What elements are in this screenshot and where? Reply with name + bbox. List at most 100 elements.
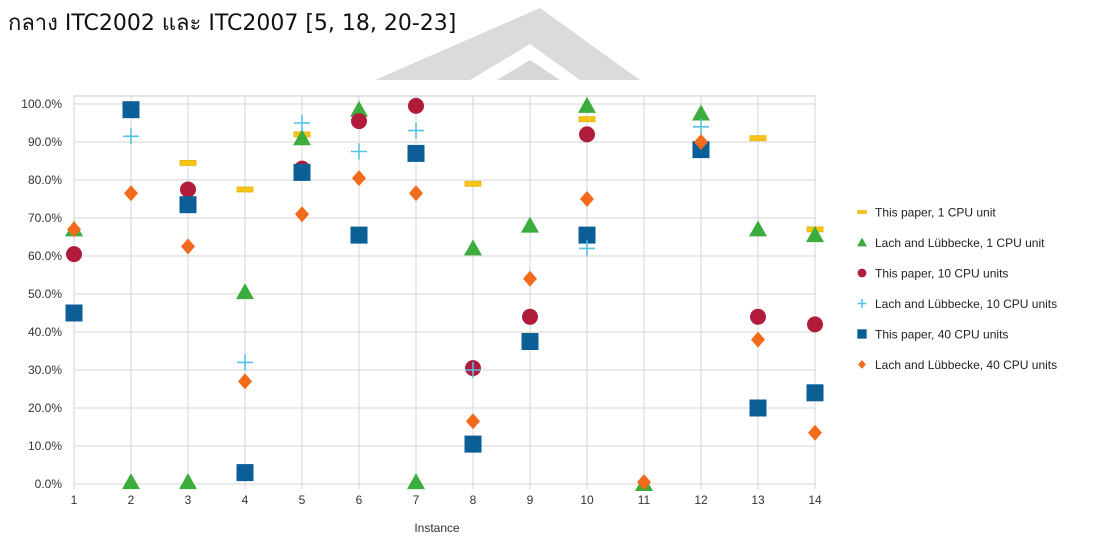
legend-swatch-circle xyxy=(857,268,867,278)
legend-label: This paper, 40 CPU units xyxy=(875,328,1008,342)
x-tick-label: 2 xyxy=(128,493,135,507)
y-tick-label: 80.0% xyxy=(28,173,62,187)
data-point-dash xyxy=(464,180,482,187)
data-point-plus xyxy=(579,240,595,257)
data-point-dash xyxy=(749,135,767,142)
data-points xyxy=(65,96,824,491)
data-point-plus xyxy=(408,122,424,139)
legend-swatch-square xyxy=(857,329,867,339)
legend-swatch-dash xyxy=(857,210,867,214)
x-tick-label: 8 xyxy=(470,493,477,507)
legend-swatch-triangle xyxy=(857,237,867,247)
data-point-square xyxy=(350,226,368,244)
data-point-triangle xyxy=(293,129,311,146)
x-tick-label: 12 xyxy=(694,493,708,507)
data-point-triangle xyxy=(806,226,824,243)
data-point-diamond xyxy=(637,474,651,491)
y-tick-label: 50.0% xyxy=(28,287,62,301)
legend-swatch-diamond xyxy=(858,360,866,369)
data-point-circle xyxy=(522,308,538,325)
y-tick-label: 40.0% xyxy=(28,325,62,339)
data-point-diamond xyxy=(67,221,81,238)
data-point-plus xyxy=(123,128,139,145)
data-point-triangle xyxy=(407,473,425,490)
y-tick-label: 10.0% xyxy=(28,439,62,453)
data-point-triangle xyxy=(692,104,710,121)
data-point-plus xyxy=(465,362,481,378)
data-point-triangle xyxy=(236,283,254,300)
data-point-dash xyxy=(578,116,596,123)
data-point-square xyxy=(578,226,596,244)
data-point-triangle xyxy=(464,239,482,256)
x-tick-label: 10 xyxy=(580,493,594,507)
data-point-triangle xyxy=(179,473,197,490)
y-tick-label: 100.0% xyxy=(21,97,62,111)
data-point-square xyxy=(749,399,767,417)
data-point-dash xyxy=(236,186,254,193)
data-point-triangle xyxy=(350,100,368,117)
legend-label: Lach and Lübbecke, 40 CPU units xyxy=(875,358,1057,372)
data-point-square xyxy=(236,464,254,482)
data-point-triangle xyxy=(578,96,596,113)
page-caption: กลาง ITC2002 และ ITC2007 [5, 18, 20-23] xyxy=(8,11,456,36)
y-tick-label: 30.0% xyxy=(28,363,62,377)
data-point-diamond xyxy=(238,373,252,390)
y-tick-label: 0.0% xyxy=(35,477,63,491)
data-point-circle xyxy=(180,181,196,198)
plot-area: 0.0% 10.0% 20.0% 30.0% 40.0% 50.0% 60.0% 70.0% 8… xyxy=(21,95,824,507)
y-tick-label: 20.0% xyxy=(28,401,62,415)
y-tick-label: 90.0% xyxy=(28,135,62,149)
x-tick-label: 4 xyxy=(242,493,249,507)
x-tick-label: 5 xyxy=(299,493,306,507)
data-point-circle xyxy=(750,308,766,325)
data-point-circle xyxy=(66,246,82,263)
data-point-diamond xyxy=(295,206,309,223)
legend-label: Lach and Lübbecke, 1 CPU unit xyxy=(875,236,1045,250)
x-tick-label: 7 xyxy=(413,493,420,507)
watermark-logo-icon xyxy=(375,8,640,80)
data-point-square xyxy=(293,163,311,181)
data-point-diamond xyxy=(409,185,423,202)
y-tick-labels: 0.0% 10.0% 20.0% 30.0% 40.0% 50.0% 60.0% 70.0% 8… xyxy=(21,97,62,491)
x-tick-label: 3 xyxy=(185,493,192,507)
x-tick-label: 6 xyxy=(356,493,363,507)
data-point-plus xyxy=(693,118,709,135)
data-point-dash xyxy=(179,159,197,166)
y-gridlines xyxy=(74,103,815,485)
data-point-diamond xyxy=(466,413,480,430)
legend-label: This paper, 1 CPU unit xyxy=(875,206,996,220)
x-tick-label: 13 xyxy=(751,493,765,507)
data-point-diamond xyxy=(808,424,822,441)
data-point-plus xyxy=(237,354,253,371)
data-point-diamond xyxy=(694,134,708,150)
data-point-triangle xyxy=(749,220,767,237)
data-point-circle xyxy=(351,113,367,130)
data-point-square xyxy=(407,144,425,162)
data-point-square xyxy=(521,333,539,350)
data-point-circle xyxy=(579,126,595,143)
data-point-triangle xyxy=(521,216,539,233)
data-point-square xyxy=(122,101,140,119)
legend-label: Lach and Lübbecke, 10 CPU units xyxy=(875,297,1057,311)
data-point-diamond xyxy=(181,238,195,255)
data-point-plus xyxy=(294,115,310,131)
x-tick-label: 14 xyxy=(808,493,822,507)
x-tick-label: 1 xyxy=(71,493,78,507)
data-point-diamond xyxy=(523,270,537,287)
data-point-triangle xyxy=(122,473,140,490)
y-tick-label: 70.0% xyxy=(28,211,62,225)
data-point-square xyxy=(464,435,482,453)
legend: This paper, 1 CPU unit Lach and Lübbecke,… xyxy=(857,206,1057,372)
data-point-diamond xyxy=(352,170,366,187)
data-point-circle xyxy=(408,97,424,114)
data-point-diamond xyxy=(751,331,765,348)
y-tick-label: 60.0% xyxy=(28,249,62,263)
data-point-circle xyxy=(807,316,823,333)
data-point-square xyxy=(65,304,83,322)
legend-label: This paper, 10 CPU units xyxy=(875,267,1008,281)
data-point-plus xyxy=(351,143,367,160)
data-point-square xyxy=(179,196,197,214)
data-point-diamond xyxy=(124,185,138,202)
x-tick-label: 9 xyxy=(527,493,534,507)
